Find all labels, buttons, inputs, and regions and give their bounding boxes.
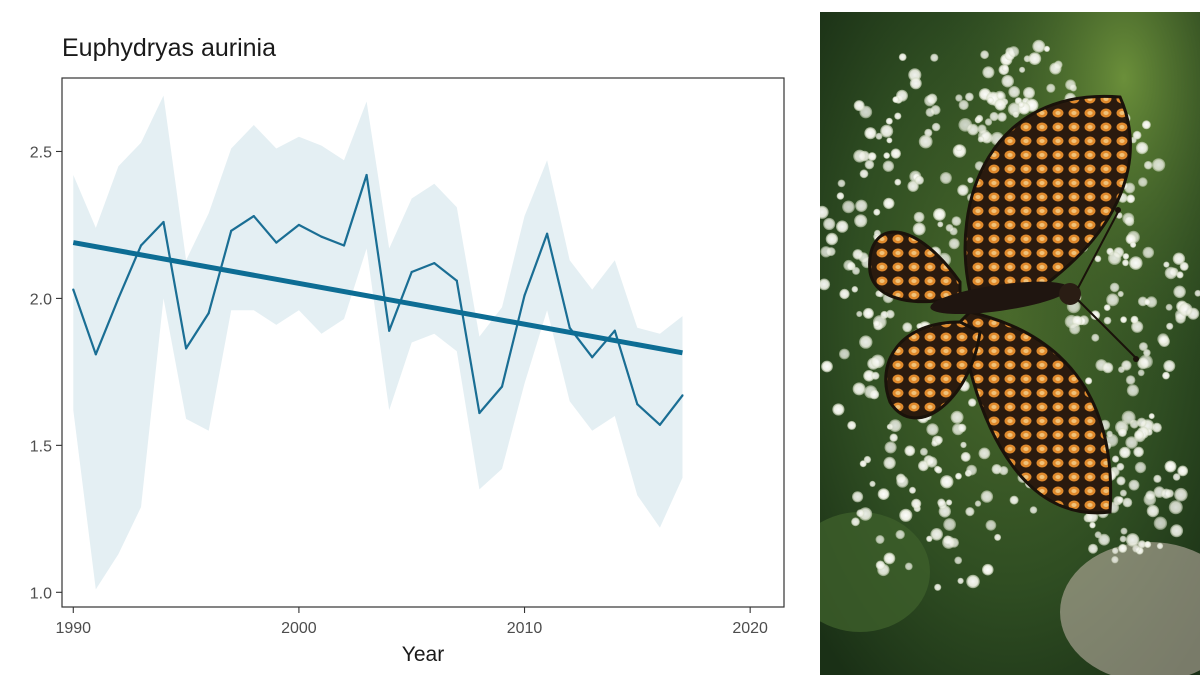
chart-title: Euphydryas aurinia <box>62 34 277 62</box>
index-point <box>410 270 413 274</box>
index-point <box>523 294 526 297</box>
index-point <box>478 411 481 415</box>
y-tick-label: 2.5 <box>30 144 52 161</box>
butterfly-photo <box>820 12 1200 675</box>
trend-line <box>72 240 683 356</box>
index-point <box>658 423 662 426</box>
index-point <box>568 326 571 329</box>
y-tick-label: 2.0 <box>30 291 52 308</box>
plot-panel-border <box>61 77 785 608</box>
y-tick-label: 1.0 <box>30 585 52 602</box>
index-point <box>139 244 143 247</box>
index-point <box>388 329 391 332</box>
x-tick-label: 2020 <box>732 620 768 637</box>
index-point <box>613 329 616 332</box>
index-point <box>72 288 75 291</box>
index-point <box>230 229 233 232</box>
x-tick-label: 2000 <box>281 620 317 637</box>
confidence-band <box>73 95 683 590</box>
index-point <box>184 347 188 350</box>
index-point <box>207 312 210 315</box>
x-axis-title: Year <box>402 643 444 666</box>
index-point <box>162 220 165 224</box>
x-tick-label: 2010 <box>507 620 543 637</box>
index-point <box>365 173 368 177</box>
index-point <box>500 385 504 388</box>
index-point <box>252 215 255 218</box>
index-point <box>433 262 436 265</box>
index-point <box>94 353 97 356</box>
x-tick-label: 1990 <box>55 620 91 637</box>
index-point <box>297 223 301 227</box>
index-series-line <box>72 173 684 426</box>
index-point <box>545 232 549 235</box>
index-point <box>320 235 323 238</box>
index-point <box>636 403 639 406</box>
index-point <box>275 241 278 244</box>
y-tick-label: 1.5 <box>30 438 52 455</box>
chart: 1990 2000 2010 2020 1.0 1.5 2.0 2.5 Year <box>30 77 785 666</box>
index-point <box>591 356 594 359</box>
index-point <box>342 244 346 247</box>
index-point <box>681 394 684 397</box>
index-point <box>117 297 120 300</box>
index-point <box>455 279 458 282</box>
